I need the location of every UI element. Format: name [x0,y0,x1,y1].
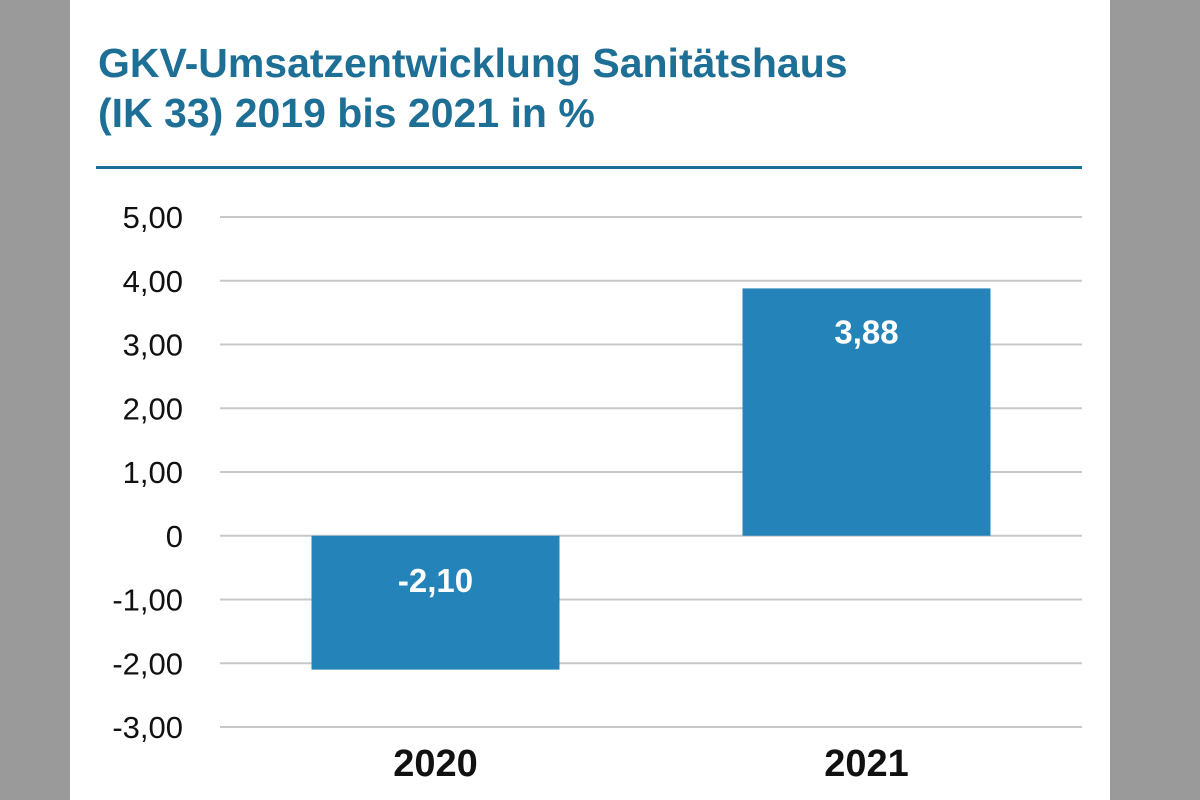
y-tick-label: -1,00 [112,583,183,618]
bar-chart: 5,00 4,00 3,00 2,00 1,00 0 -1,00 -2,00 -3,00 -2,1… [112,200,1082,785]
x-tick-label: 2021 [824,743,909,785]
chart-title-line-2: (IK 33) 2019 bis 2021 in % [98,90,595,136]
chart-card: GKV-Umsatzentwicklung Sanitätshaus (IK 3… [70,0,1110,800]
y-tick-label: -3,00 [112,710,183,745]
y-tick-label: 4,00 [123,264,183,299]
y-tick-label: 3,00 [123,328,183,363]
y-tick-label: 5,00 [123,200,183,235]
chart-title-line-1: GKV-Umsatzentwicklung Sanitätshaus [98,40,848,86]
bar-2021 [742,288,991,536]
bar-2020 [311,535,560,670]
chart-title: GKV-Umsatzentwicklung Sanitätshaus (IK 3… [98,38,1088,138]
y-tick-label: -2,00 [112,646,183,681]
title-divider [96,166,1082,169]
data-label: 3,88 [834,313,898,350]
y-tick-label: 1,00 [123,455,183,490]
x-tick-label: 2020 [393,743,478,785]
data-label: -2,10 [398,562,473,599]
y-tick-label: 2,00 [123,391,183,426]
y-tick-label: 0 [166,519,183,554]
